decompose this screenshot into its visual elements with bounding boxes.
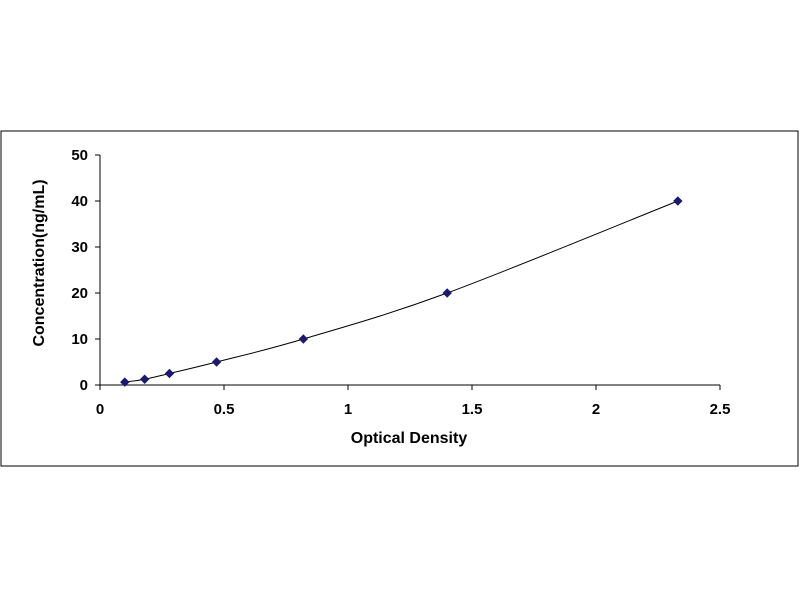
y-axis-ticks: 0 10 20 30 40 50 bbox=[71, 147, 100, 394]
data-point-marker bbox=[298, 334, 309, 344]
y-tick-label: 30 bbox=[71, 239, 88, 256]
chart-outer-border bbox=[0, 130, 799, 467]
data-point-marker bbox=[442, 288, 452, 298]
data-points bbox=[120, 196, 683, 387]
y-tick-label: 50 bbox=[71, 147, 88, 164]
x-tick-label: 2.5 bbox=[710, 401, 731, 418]
y-tick-label: 10 bbox=[71, 331, 88, 348]
data-point-marker bbox=[211, 357, 222, 367]
x-tick-label: 1 bbox=[344, 401, 352, 418]
y-tick-label: 20 bbox=[71, 285, 88, 302]
x-tick-label: 1.5 bbox=[462, 401, 483, 418]
y-tick-label: 40 bbox=[71, 193, 88, 210]
x-axis-title: Optical Density bbox=[351, 430, 468, 447]
y-axis-title: Concentration(ng/mL) bbox=[31, 179, 48, 346]
data-point-marker bbox=[139, 374, 150, 384]
x-axis-ticks: 0 0.5 1 1.5 2 2.5 bbox=[96, 385, 731, 418]
data-point-marker bbox=[120, 377, 130, 387]
fit-curve bbox=[124, 200, 679, 383]
data-point-marker bbox=[673, 196, 683, 206]
data-point-marker bbox=[164, 368, 175, 379]
x-tick-label: 0.5 bbox=[214, 401, 235, 418]
x-tick-label: 2 bbox=[592, 401, 600, 418]
x-tick-label: 0 bbox=[96, 401, 104, 418]
y-tick-label: 0 bbox=[80, 377, 88, 394]
